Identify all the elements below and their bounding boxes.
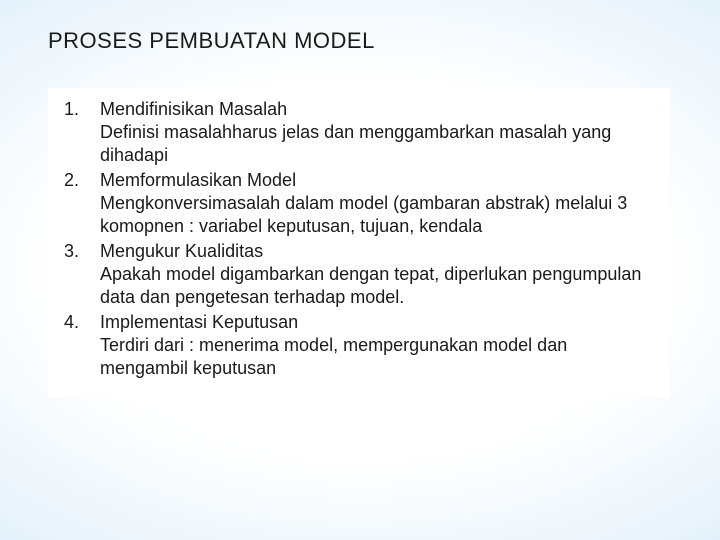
- list-item: Implementasi Keputusan Terdiri dari : me…: [64, 311, 650, 380]
- numbered-list: Mendifinisikan Masalah Definisi masalahh…: [64, 98, 650, 380]
- slide-title: PROSES PEMBUATAN MODEL: [48, 28, 680, 54]
- list-item: Memformulasikan Model Mengkonversimasala…: [64, 169, 650, 238]
- item-description: Terdiri dari : menerima model, mempergun…: [100, 334, 650, 380]
- item-description: Mengkonversimasalah dalam model (gambara…: [100, 192, 650, 238]
- list-item: Mendifinisikan Masalah Definisi masalahh…: [64, 98, 650, 167]
- content-box: Mendifinisikan Masalah Definisi masalahh…: [48, 88, 670, 398]
- item-description: Apakah model digambarkan dengan tepat, d…: [100, 263, 650, 309]
- item-heading: Memformulasikan Model: [100, 169, 650, 192]
- item-heading: Implementasi Keputusan: [100, 311, 650, 334]
- item-description: Definisi masalahharus jelas dan menggamb…: [100, 121, 650, 167]
- item-heading: Mendifinisikan Masalah: [100, 98, 650, 121]
- list-item: Mengukur Kualiditas Apakah model digamba…: [64, 240, 650, 309]
- slide: PROSES PEMBUATAN MODEL Mendifinisikan Ma…: [0, 0, 720, 540]
- item-heading: Mengukur Kualiditas: [100, 240, 650, 263]
